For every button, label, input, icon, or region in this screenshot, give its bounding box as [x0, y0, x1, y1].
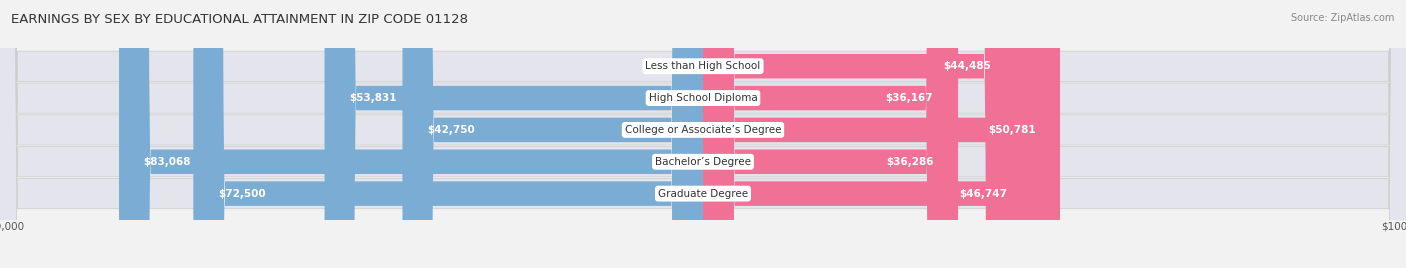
FancyBboxPatch shape	[402, 0, 703, 268]
Text: College or Associate’s Degree: College or Associate’s Degree	[624, 125, 782, 135]
FancyBboxPatch shape	[325, 0, 703, 268]
Text: Source: ZipAtlas.com: Source: ZipAtlas.com	[1291, 13, 1395, 23]
FancyBboxPatch shape	[703, 0, 957, 268]
Text: $83,068: $83,068	[143, 157, 191, 167]
Text: Graduate Degree: Graduate Degree	[658, 189, 748, 199]
FancyBboxPatch shape	[703, 0, 1032, 268]
Text: Bachelor’s Degree: Bachelor’s Degree	[655, 157, 751, 167]
Text: High School Diploma: High School Diploma	[648, 93, 758, 103]
Text: $72,500: $72,500	[218, 189, 266, 199]
Text: $36,167: $36,167	[884, 93, 932, 103]
Text: $0: $0	[668, 61, 682, 71]
Text: Less than High School: Less than High School	[645, 61, 761, 71]
Text: $44,485: $44,485	[943, 61, 991, 71]
FancyBboxPatch shape	[703, 0, 1060, 268]
FancyBboxPatch shape	[703, 0, 957, 268]
Text: $46,747: $46,747	[959, 189, 1007, 199]
Text: $50,781: $50,781	[988, 125, 1035, 135]
Text: $36,286: $36,286	[886, 157, 934, 167]
FancyBboxPatch shape	[703, 0, 1015, 268]
Text: $53,831: $53,831	[349, 93, 396, 103]
FancyBboxPatch shape	[193, 0, 703, 268]
Text: $42,750: $42,750	[427, 125, 475, 135]
Text: EARNINGS BY SEX BY EDUCATIONAL ATTAINMENT IN ZIP CODE 01128: EARNINGS BY SEX BY EDUCATIONAL ATTAINMEN…	[11, 13, 468, 27]
FancyBboxPatch shape	[120, 0, 703, 268]
